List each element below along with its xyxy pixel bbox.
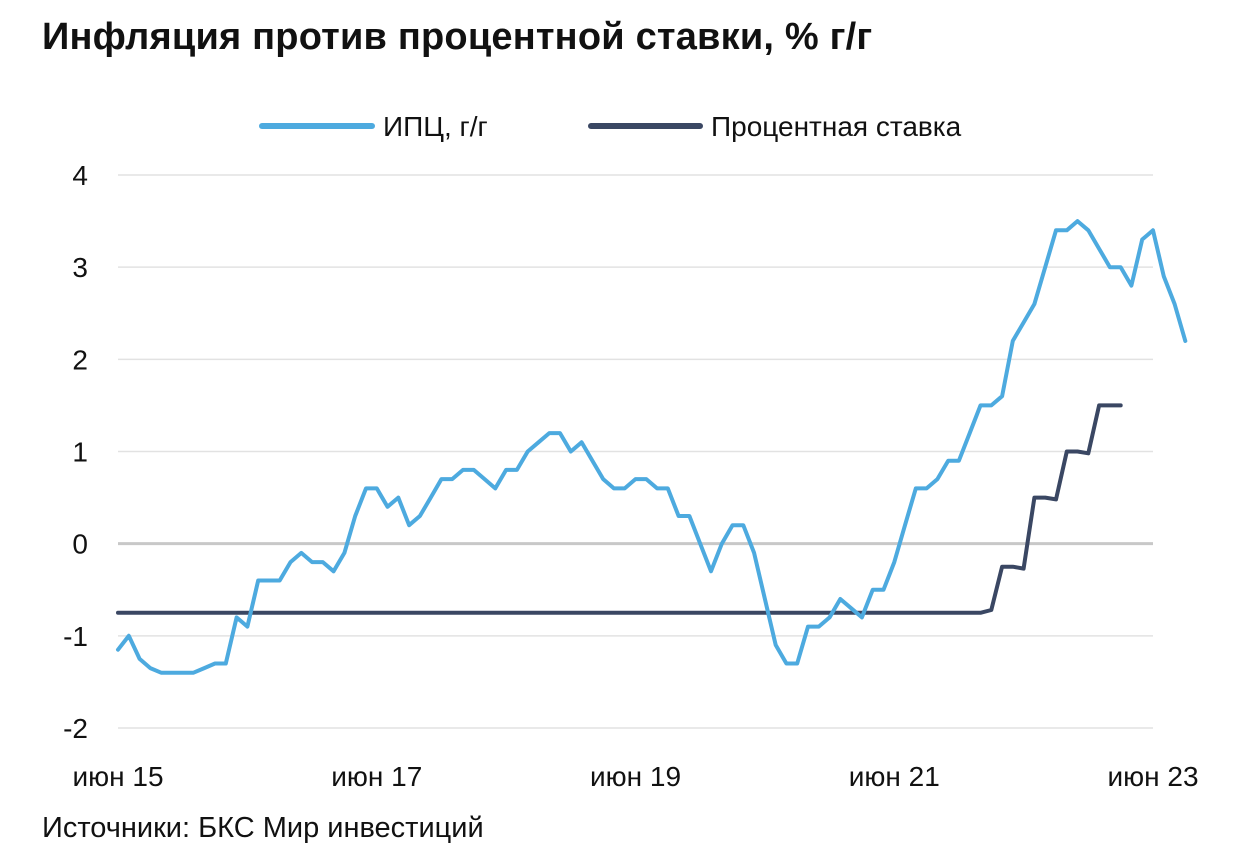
y-tick-label: 0 [72, 529, 88, 560]
x-tick-label: июн 21 [849, 761, 940, 792]
y-tick-label: 3 [72, 252, 88, 283]
legend-label: Процентная ставка [711, 111, 962, 142]
x-tick-label: июн 23 [1107, 761, 1198, 792]
legend: ИПЦ, г/г Процентная ставка [259, 111, 962, 142]
legend-label: ИПЦ, г/г [383, 111, 488, 142]
series-line-rate [116, 403, 1123, 615]
y-tick-label: 2 [72, 344, 88, 375]
y-axis: 4 3 2 1 0 -1 -2 [63, 160, 88, 744]
chart-title: Инфляция против процентной ставки, % г/г [42, 16, 873, 58]
series-layer [116, 219, 1188, 675]
y-tick-label: -2 [63, 713, 88, 744]
source-note: Источники: БКС Мир инвестиций [42, 812, 484, 844]
x-tick-label: июн 15 [72, 761, 163, 792]
x-tick-label: июн 17 [331, 761, 422, 792]
y-tick-label: 4 [72, 160, 88, 191]
series-line-cpi [116, 219, 1188, 675]
grid-lines [118, 174, 1153, 729]
y-tick-label: 1 [72, 437, 88, 468]
y-tick-label: -1 [63, 621, 88, 652]
x-axis: июн 15 июн 17 июн 19 июн 21 июн 23 [72, 761, 1198, 792]
x-tick-label: июн 19 [590, 761, 681, 792]
